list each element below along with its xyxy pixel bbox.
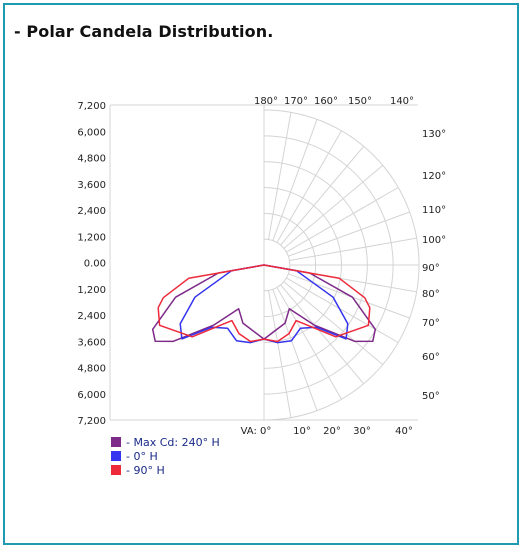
value-tick-label: 1,200 bbox=[77, 285, 106, 296]
angle-label-top: 150° bbox=[348, 96, 372, 107]
angle-label-bottom: 30° bbox=[353, 426, 371, 437]
angle-label-right: 120° bbox=[422, 171, 446, 182]
angle-label-top: 170° bbox=[284, 96, 308, 107]
polar-spoke bbox=[280, 284, 365, 385]
angle-label-top: 140° bbox=[390, 96, 414, 107]
chart-grid bbox=[109, 104, 420, 421]
angle-label-right: 110° bbox=[422, 205, 446, 216]
polar-spoke bbox=[289, 237, 417, 262]
value-tick-label: 6,000 bbox=[77, 127, 106, 138]
value-tick-label: 7,200 bbox=[77, 416, 106, 427]
value-tick-label: 2,400 bbox=[77, 206, 106, 217]
polar-spoke bbox=[276, 287, 342, 400]
angle-label-bottom: VA: 0° bbox=[241, 426, 272, 437]
page-title: - Polar Candela Distribution. bbox=[14, 22, 274, 41]
polar-spoke bbox=[288, 211, 410, 257]
polar-spoke bbox=[280, 145, 365, 246]
angle-label-right: 70° bbox=[422, 318, 440, 329]
legend-swatch bbox=[111, 451, 121, 461]
legend-label: - Max Cd: 240° H bbox=[126, 436, 220, 449]
angle-label-top: 160° bbox=[314, 96, 338, 107]
chart-series bbox=[151, 264, 377, 344]
angle-label-right: 100° bbox=[422, 235, 446, 246]
chart-frame bbox=[3, 3, 519, 545]
legend-swatch bbox=[111, 437, 121, 447]
value-tick-label: 0.00 bbox=[84, 259, 106, 270]
polar-spoke bbox=[267, 112, 292, 240]
chart-legend: - Max Cd: 240° H- 0° H- 90° H bbox=[111, 436, 220, 477]
angle-label-bottom: 10° bbox=[293, 426, 311, 437]
value-tick-label: 3,600 bbox=[77, 180, 106, 191]
polar-spoke bbox=[272, 289, 318, 411]
value-tick-label: 3,600 bbox=[77, 337, 106, 348]
polar-spoke bbox=[267, 290, 292, 418]
legend-label: - 0° H bbox=[126, 450, 158, 463]
angle-label-right: 130° bbox=[422, 129, 446, 140]
polar-spoke bbox=[286, 187, 399, 253]
value-tick-label: 2,400 bbox=[77, 311, 106, 322]
angle-label-bottom: 40° bbox=[395, 426, 413, 437]
polar-spoke bbox=[283, 164, 384, 249]
angle-label-top: 180° bbox=[254, 96, 278, 107]
value-tick-label: 4,800 bbox=[77, 364, 106, 375]
angle-label-right: 80° bbox=[422, 289, 440, 300]
value-tick-label: 4,800 bbox=[77, 154, 106, 165]
polar-ring bbox=[263, 238, 291, 292]
angle-label-right: 50° bbox=[422, 391, 440, 402]
chart-labels: 7,200 6,000 4,800 3,600 2,400 1,200 0.00 1,200 2… bbox=[77, 96, 446, 437]
angle-label-bottom: 20° bbox=[323, 426, 341, 437]
polar-spoke bbox=[276, 130, 342, 243]
polar-spoke bbox=[272, 119, 318, 241]
value-tick-label: 6,000 bbox=[77, 390, 106, 401]
polar-spoke bbox=[283, 281, 384, 366]
angle-label-right: 60° bbox=[422, 352, 440, 363]
polar-spoke bbox=[286, 277, 399, 343]
legend-swatch bbox=[111, 465, 121, 475]
series-line bbox=[157, 264, 371, 343]
value-tick-label: 1,200 bbox=[77, 232, 106, 243]
value-tick-label: 7,200 bbox=[77, 101, 106, 112]
angle-label-right: 90° bbox=[422, 263, 440, 274]
legend-label: - 90° H bbox=[126, 464, 165, 477]
